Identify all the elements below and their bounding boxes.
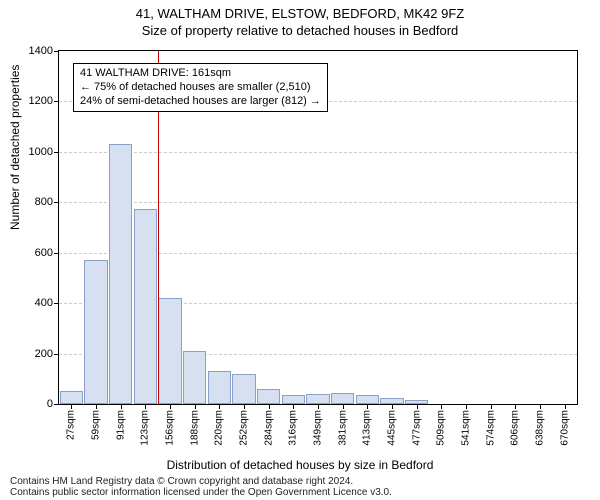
y-tick-label: 1400 — [29, 45, 53, 57]
x-tick-mark — [441, 404, 442, 409]
plot-area: 020040060080010001200140027sqm59sqm91sqm… — [58, 50, 578, 405]
x-tick-mark — [565, 404, 566, 409]
x-tick-label: 91sqm — [115, 410, 126, 440]
chart-container: { "titles": { "line1": "41, WALTHAM DRIV… — [0, 0, 600, 500]
y-tick-mark — [54, 202, 59, 203]
x-tick-mark — [293, 404, 294, 409]
x-tick-label: 477sqm — [411, 410, 422, 446]
y-tick-mark — [54, 404, 59, 405]
x-tick-label: 445sqm — [387, 410, 398, 446]
x-tick-label: 638sqm — [535, 410, 546, 446]
histogram-bar — [183, 351, 206, 404]
x-tick-label: 670sqm — [559, 410, 570, 446]
x-tick-mark — [195, 404, 196, 409]
x-tick-label: 27sqm — [66, 410, 77, 440]
y-tick-label: 0 — [47, 398, 53, 410]
x-tick-label: 220sqm — [214, 410, 225, 446]
x-tick-mark — [145, 404, 146, 409]
histogram-bar — [306, 394, 329, 404]
footer-line-2: Contains public sector information licen… — [10, 487, 392, 498]
y-tick-label: 800 — [35, 196, 53, 208]
x-tick-label: 188sqm — [189, 410, 200, 446]
annotation-box: 41 WALTHAM DRIVE: 161sqm← 75% of detache… — [73, 63, 328, 112]
annotation-line-2: ← 75% of detached houses are smaller (2,… — [80, 81, 321, 95]
histogram-bar — [208, 371, 231, 404]
x-tick-mark — [417, 404, 418, 409]
x-tick-mark — [170, 404, 171, 409]
histogram-bar — [257, 389, 280, 404]
y-axis-label: Number of detached properties — [8, 65, 22, 230]
y-tick-label: 1200 — [29, 95, 53, 107]
x-tick-mark — [392, 404, 393, 409]
x-tick-mark — [318, 404, 319, 409]
x-tick-label: 349sqm — [313, 410, 324, 446]
histogram-bar — [331, 393, 354, 404]
x-tick-mark — [71, 404, 72, 409]
histogram-bar — [158, 298, 181, 404]
x-tick-label: 156sqm — [165, 410, 176, 446]
x-tick-mark — [540, 404, 541, 409]
x-tick-mark — [367, 404, 368, 409]
x-tick-label: 316sqm — [288, 410, 299, 446]
x-tick-mark — [343, 404, 344, 409]
histogram-bar — [282, 395, 305, 404]
y-tick-mark — [54, 253, 59, 254]
y-tick-mark — [54, 354, 59, 355]
annotation-line-1: 41 WALTHAM DRIVE: 161sqm — [80, 67, 321, 81]
y-tick-label: 200 — [35, 348, 53, 360]
x-tick-label: 574sqm — [485, 410, 496, 446]
histogram-bar — [356, 395, 379, 404]
x-tick-mark — [219, 404, 220, 409]
histogram-bar — [60, 391, 83, 404]
annotation-line-3: 24% of semi-detached houses are larger (… — [80, 95, 321, 109]
footer-line-1: Contains HM Land Registry data © Crown c… — [10, 476, 392, 487]
x-tick-label: 123sqm — [140, 410, 151, 446]
y-tick-mark — [54, 152, 59, 153]
x-tick-label: 284sqm — [263, 410, 274, 446]
x-tick-mark — [515, 404, 516, 409]
histogram-bar — [134, 209, 157, 404]
x-tick-label: 59sqm — [91, 410, 102, 440]
y-tick-mark — [54, 303, 59, 304]
x-tick-mark — [244, 404, 245, 409]
x-tick-mark — [466, 404, 467, 409]
chart-title-address: 41, WALTHAM DRIVE, ELSTOW, BEDFORD, MK42… — [0, 0, 600, 21]
histogram-bar — [109, 144, 132, 404]
x-axis-label: Distribution of detached houses by size … — [0, 458, 600, 472]
histogram-bar — [232, 374, 255, 404]
y-tick-mark — [54, 51, 59, 52]
x-tick-label: 252sqm — [239, 410, 250, 446]
y-tick-label: 600 — [35, 247, 53, 259]
x-tick-label: 381sqm — [337, 410, 348, 446]
gridline — [59, 202, 577, 203]
histogram-bar — [84, 260, 107, 404]
x-tick-mark — [121, 404, 122, 409]
y-tick-mark — [54, 101, 59, 102]
x-tick-label: 413sqm — [362, 410, 373, 446]
y-tick-label: 400 — [35, 297, 53, 309]
x-tick-mark — [491, 404, 492, 409]
x-tick-label: 509sqm — [436, 410, 447, 446]
y-tick-label: 1000 — [29, 146, 53, 158]
x-tick-mark — [96, 404, 97, 409]
chart-subtitle: Size of property relative to detached ho… — [0, 21, 600, 38]
gridline — [59, 152, 577, 153]
x-tick-label: 606sqm — [510, 410, 521, 446]
x-tick-label: 541sqm — [461, 410, 472, 446]
x-tick-mark — [269, 404, 270, 409]
attribution-footer: Contains HM Land Registry data © Crown c… — [10, 476, 392, 498]
